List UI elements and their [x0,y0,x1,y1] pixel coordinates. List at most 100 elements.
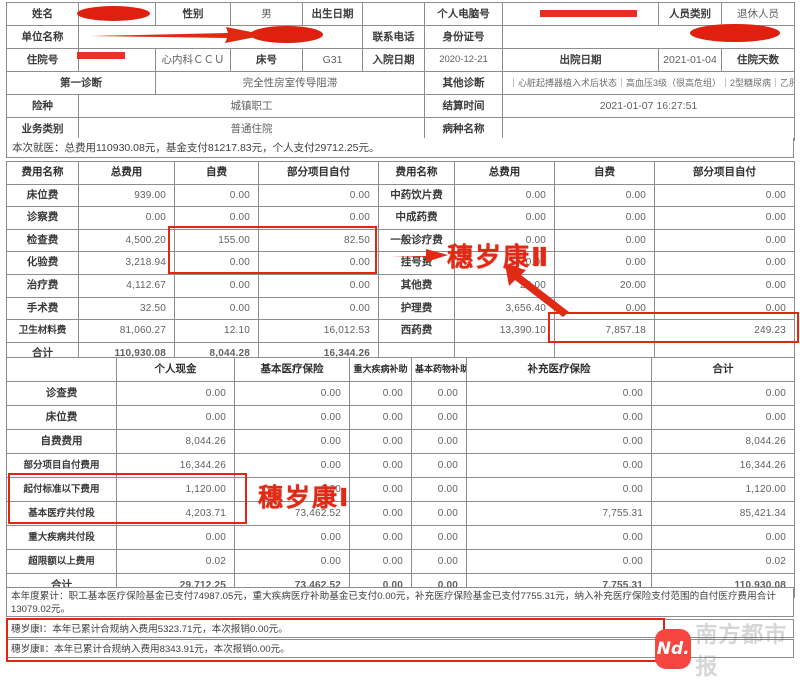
header-row-admission: 住院号 心内科ＣＣＵ 床号 G31 入院日期 2020-12-21 出院日期 2… [6,48,795,72]
fee-cell-total: 939.00 [78,183,175,208]
fee-row-label: 其他费 [378,273,455,298]
field-label-person-type: 人员类别 [658,2,722,26]
payment-cell-cash: 0.00 [116,405,235,430]
fee-col-total-right: 总费用 [454,161,555,185]
payment-cell-major: 0.00 [349,381,412,406]
table-row: 床位费 939.00 0.00 0.00 中药饮片费 0.00 0.00 0.0… [6,183,795,208]
fee-col-self-left: 自费 [174,161,259,185]
fee-cell-self: 20.00 [554,273,655,298]
fee-cell-self: 0.00 [554,228,655,253]
payment-cell-basic: 0.00 [234,405,350,430]
fee-cell-partial: 0.00 [654,183,795,208]
header-row-diagnosis: 第一诊断 完全性房室传导阻滞 其他诊断 ｜心脏起搏器植入术后状态｜高血压3级（很… [6,71,795,95]
payment-cell-major: 0.00 [349,429,412,454]
fee-cell-total: 32.50 [78,296,175,321]
field-label-name: 姓名 [6,2,79,26]
fee-cell-partial: 0.00 [258,251,379,275]
fee-cell-self: 0.00 [554,206,655,230]
field-value-business-type: 普通住院 [78,117,425,141]
payment-row-label: 自费费用 [6,429,117,454]
payment-cell-drug: 0.00 [411,549,467,574]
fee-cell-total: 4,500.20 [78,228,175,253]
fee-cell-total: 81,060.27 [78,319,175,343]
payment-cell-total: 0.02 [651,549,795,574]
fee-cell-self: 0.00 [174,251,259,275]
fee-cell-self: 12.10 [174,319,259,343]
payment-cell-drug: 0.00 [411,501,467,526]
fee-row-label: 中药饮片费 [378,183,455,208]
note-suisuikang-2: 穗岁康Ⅱ：本年已累计合规纳入费用8343.91元，本次报销0.00元。 [6,639,794,658]
fee-row-label: 卫生材料费 [6,319,79,343]
payment-cell-basic: 73,462.52 [234,501,350,526]
fee-row-label: 诊察费 [6,206,79,230]
payment-cell-basic: 0.00 [234,381,350,406]
fee-col-total-left: 总费用 [78,161,175,185]
field-label-gender: 性别 [155,2,231,26]
fee-cell-partial: 0.00 [258,273,379,298]
payment-row-label: 超限额以上费用 [6,549,117,574]
redaction-idcard [690,24,780,42]
payment-col-drug: 基本药物补助 [411,357,467,382]
field-value-insurance-type: 城镇职工 [78,94,425,118]
fee-row-label: 护理费 [378,296,455,321]
redaction-personal-id [540,10,637,17]
payment-cell-supplement: 0.00 [466,381,652,406]
payment-row-label: 床位费 [6,405,117,430]
fee-cell-total: 4,112.67 [78,273,175,298]
payment-cell-major: 0.00 [349,477,412,502]
payment-cell-total: 85,421.34 [651,501,795,526]
table-row: 超限额以上费用 0.02 0.00 0.00 0.00 0.00 0.02 [6,549,795,574]
fee-cell-partial: 82.50 [258,228,379,253]
table-row: 诊察费 0.00 0.00 0.00 中成药费 0.00 0.00 0.00 [6,206,795,230]
note-annual-summary: 本年度累计：职工基本医疗保险基金已支付74987.05元，重大疾病医疗补助基金已… [6,587,794,617]
field-value-discharge-date: 2021-01-04 [658,48,722,72]
fee-col-partial-right: 部分项目自付 [654,161,795,185]
annotation-arrow-to-guahao [390,249,448,262]
payment-cell-total: 0.00 [651,381,795,406]
payment-row-label: 基本医疗共付段 [6,501,117,526]
nandu-logo-icon: Nd. [655,629,692,669]
fee-cell-self: 0.00 [554,183,655,208]
field-label-admit-date: 入院日期 [362,48,425,72]
fee-cell-total: 13,390.10 [454,319,555,343]
fee-cell-self: 155.00 [174,228,259,253]
fee-cell-total: 0.00 [454,206,555,230]
payment-cell-basic: 0.00 [234,429,350,454]
fee-col-name-right: 费用名称 [378,161,455,185]
payment-table-header-row: 个人现金 基本医疗保险 重大疾病补助 基本药物补助 补充医疗保险 合计 [6,357,795,382]
fee-breakdown-table: 费用名称 总费用 自费 部分项目自付 费用名称 总费用 自费 部分项目自付 床位… [6,161,795,366]
payment-cell-major: 0.00 [349,501,412,526]
field-label-idcard: 身份证号 [424,25,503,49]
fee-row-label: 中成药费 [378,206,455,230]
watermark: Nd. 南方都市报 [655,617,800,681]
field-value-settle-time: 2021-01-07 16:27:51 [502,94,795,118]
payment-row-label: 部分项目自付费用 [6,453,117,478]
payment-cell-major: 0.00 [349,549,412,574]
fee-cell-partial: 0.00 [654,273,795,298]
field-label-first-diagnosis: 第一诊断 [6,71,156,95]
fee-cell-total: 3,656.40 [454,296,555,321]
table-row: 诊查费 0.00 0.00 0.00 0.00 0.00 0.00 [6,381,795,406]
header-row-business: 业务类别 普通住院 病种名称 [6,117,795,141]
payment-cell-basic: 0.00 [234,525,350,550]
payment-row-label: 诊查费 [6,381,117,406]
table-row: 自费费用 8,044.26 0.00 0.00 0.00 0.00 8,044.… [6,429,795,454]
watermark-text: 南方都市报 [695,623,788,680]
fee-row-label: 一般诊疗费 [378,228,455,253]
field-label-business-type: 业务类别 [6,117,79,141]
table-row: 床位费 0.00 0.00 0.00 0.00 0.00 0.00 [6,405,795,430]
payment-cell-cash: 0.02 [116,549,235,574]
fee-cell-partial: 0.00 [258,183,379,208]
payment-cell-cash: 0.00 [116,381,235,406]
field-label-days: 住院天数 [721,48,795,72]
payment-cell-supplement: 0.00 [466,429,652,454]
payment-cell-supplement: 0.00 [466,453,652,478]
table-row: 起付标准以下费用 1,120.00 0.00 0.00 0.00 0.00 1,… [6,477,795,502]
settlement-document: 姓名 性别 男 出生日期 个人电脑号 人员类别 退休人员 单位名称 联系电话 身… [6,2,799,680]
fee-cell-partial: 0.00 [258,206,379,230]
field-value-admit-date: 2020-12-21 [424,48,503,72]
field-label-personal-id: 个人电脑号 [424,2,503,26]
payment-cell-total: 0.00 [651,405,795,430]
field-value-person-type: 退休人员 [721,2,795,26]
fee-row-label: 西药费 [378,319,455,343]
